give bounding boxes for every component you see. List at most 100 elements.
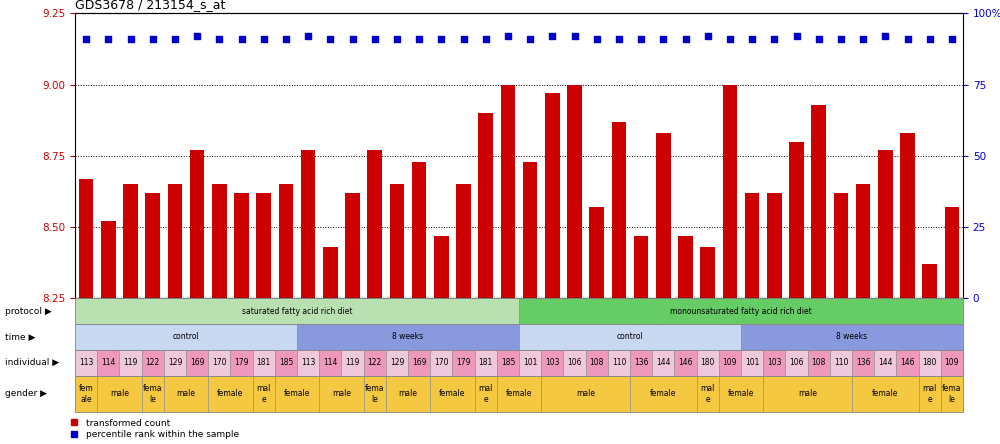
Text: mal
e: mal e [923,384,937,404]
Bar [301,150,315,298]
Bar [567,84,582,298]
Text: 8 weeks: 8 weeks [392,333,424,341]
Text: 185: 185 [501,358,515,367]
Text: 129: 129 [168,358,182,367]
Bar [168,184,182,298]
Bar [856,184,870,298]
Bar [123,184,138,298]
Bar [412,162,426,298]
Text: 103: 103 [545,358,560,367]
Text: 170: 170 [212,358,227,367]
Point [811,36,827,43]
Point [744,36,760,43]
Point [722,36,738,43]
Text: female: female [872,389,898,398]
Bar [900,133,915,298]
Point [633,36,649,43]
Bar [545,93,560,298]
Point [922,36,938,43]
Point [944,36,960,43]
Bar [678,236,693,298]
Text: GDS3678 / 213154_s_at: GDS3678 / 213154_s_at [75,0,225,11]
Text: 146: 146 [678,358,693,367]
Bar [434,236,449,298]
Point [100,36,116,43]
Text: 110: 110 [612,358,626,367]
Bar [190,150,204,298]
Text: 169: 169 [412,358,426,367]
Text: 113: 113 [79,358,93,367]
Point [567,32,583,40]
Text: protocol ▶: protocol ▶ [5,307,52,316]
Point [766,36,782,43]
Point [300,32,316,40]
Point [78,36,94,43]
Text: 108: 108 [812,358,826,367]
Bar [145,193,160,298]
Bar [345,193,360,298]
Point [700,32,716,40]
Text: 169: 169 [190,358,204,367]
Bar [523,162,537,298]
Text: 114: 114 [323,358,337,367]
Text: 101: 101 [523,358,537,367]
Point [456,36,472,43]
Bar [922,264,937,298]
Text: gender ▶: gender ▶ [5,389,47,398]
Text: 106: 106 [567,358,582,367]
Point [678,36,694,43]
Text: mal
e: mal e [479,384,493,404]
Point [189,32,205,40]
Text: control: control [617,333,643,341]
Text: 122: 122 [368,358,382,367]
Bar [612,122,626,298]
Point [589,36,605,43]
Text: 103: 103 [767,358,782,367]
Bar [478,113,493,298]
Bar [700,247,715,298]
Point [145,36,161,43]
Text: individual ▶: individual ▶ [5,358,59,367]
Text: control: control [173,333,199,341]
Point [411,36,427,43]
Bar [456,184,471,298]
Text: 101: 101 [745,358,759,367]
Point [855,36,871,43]
Legend: transformed count, percentile rank within the sample: transformed count, percentile rank withi… [70,419,239,440]
Bar [745,193,759,298]
Text: saturated fatty acid rich diet: saturated fatty acid rich diet [242,307,352,316]
Text: male: male [176,389,196,398]
Text: female: female [284,389,310,398]
Point [433,36,449,43]
Text: fema
le: fema le [365,384,384,404]
Text: 146: 146 [900,358,915,367]
Point [256,36,272,43]
Bar [634,236,648,298]
Text: 114: 114 [101,358,115,367]
Text: fema
le: fema le [143,384,162,404]
Text: 170: 170 [434,358,449,367]
Bar [323,247,338,298]
Text: male: male [798,389,817,398]
Point [167,36,183,43]
Text: male: male [332,389,351,398]
Text: female: female [650,389,676,398]
Bar [279,184,293,298]
Text: mal
e: mal e [257,384,271,404]
Text: 109: 109 [723,358,737,367]
Point [367,36,383,43]
Text: 181: 181 [479,358,493,367]
Point [278,36,294,43]
Bar [367,150,382,298]
Point [322,36,338,43]
Bar [234,193,249,298]
Text: 136: 136 [856,358,870,367]
Text: female: female [217,389,244,398]
Text: 136: 136 [634,358,648,367]
Text: 185: 185 [279,358,293,367]
Text: time ▶: time ▶ [5,333,35,341]
Text: female: female [728,389,754,398]
Text: 110: 110 [834,358,848,367]
Point [833,36,849,43]
Text: 144: 144 [878,358,893,367]
